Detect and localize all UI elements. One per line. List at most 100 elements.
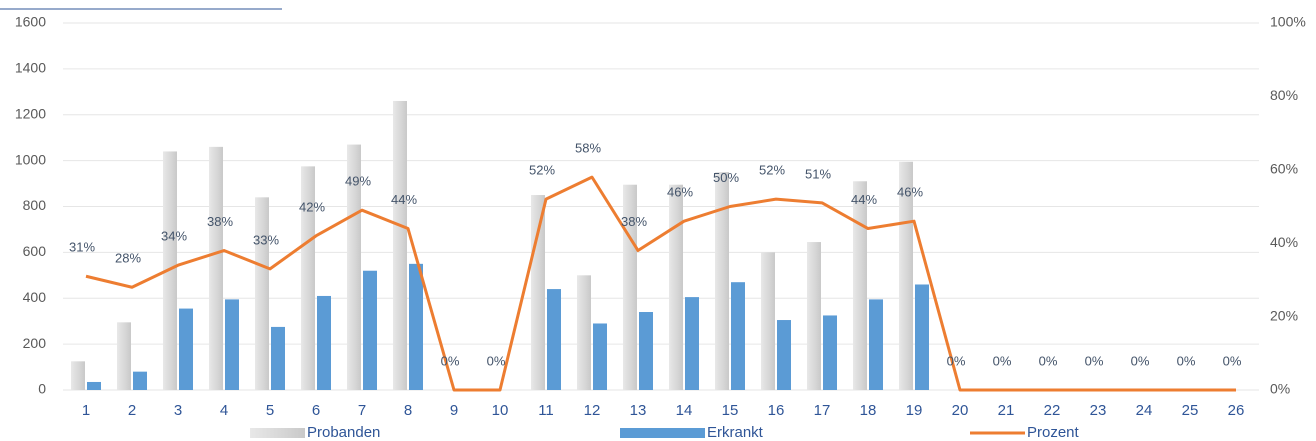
bar [87, 381, 101, 390]
data-label: 0% [441, 353, 460, 368]
bar [317, 295, 331, 390]
bar [899, 161, 913, 390]
x-tick-label: 23 [1090, 402, 1107, 419]
data-label: 0% [1085, 353, 1104, 368]
bar [547, 289, 561, 390]
x-tick-label: 2 [128, 402, 136, 419]
bar [823, 315, 837, 390]
legend-label: Probanden [307, 424, 380, 441]
data-label: 46% [897, 185, 923, 200]
data-label: 46% [667, 185, 693, 200]
bar [623, 184, 637, 390]
bar [531, 195, 545, 390]
x-tick-label: 13 [630, 402, 647, 419]
x-tick-label: 5 [266, 402, 274, 419]
data-label: 0% [1131, 353, 1150, 368]
data-label: 0% [947, 353, 966, 368]
bar [209, 146, 223, 390]
bar [915, 284, 929, 390]
bar [685, 297, 699, 390]
y-tick-label: 1200 [15, 105, 46, 121]
bar [363, 270, 377, 390]
x-tick-label: 8 [404, 402, 412, 419]
y2-tick-label: 100% [1270, 14, 1306, 30]
y2-tick-label: 60% [1270, 161, 1298, 177]
x-tick-label: 9 [450, 402, 458, 419]
data-label: 50% [713, 170, 739, 185]
y-tick-label: 200 [23, 335, 47, 351]
y-tick-label: 400 [23, 289, 47, 305]
bar [715, 172, 729, 390]
data-label: 51% [805, 166, 831, 181]
bar [593, 323, 607, 390]
x-tick-label: 25 [1182, 402, 1199, 419]
bar [669, 184, 683, 390]
x-tick-label: 10 [492, 402, 509, 419]
x-tick-label: 11 [538, 402, 554, 419]
data-label: 0% [1039, 353, 1058, 368]
bar [347, 144, 361, 390]
y2-tick-label: 80% [1270, 87, 1298, 103]
x-tick-label: 7 [358, 402, 366, 419]
data-label: 0% [487, 353, 506, 368]
x-tick-label: 3 [174, 402, 182, 419]
bar [731, 282, 745, 390]
x-tick-label: 4 [220, 402, 228, 419]
data-label: 33% [253, 232, 279, 247]
bar [225, 299, 239, 390]
data-label: 38% [207, 214, 233, 229]
data-label: 42% [299, 199, 325, 214]
y-tick-label: 1400 [15, 60, 46, 76]
y2-tick-label: 0% [1270, 381, 1290, 397]
data-label: 34% [161, 229, 187, 244]
bar [869, 299, 883, 390]
data-label: 49% [345, 174, 371, 189]
x-tick-label: 12 [584, 402, 601, 419]
bar [807, 242, 821, 390]
line [85, 175, 1236, 392]
y-tick-label: 1600 [15, 14, 46, 30]
x-tick-label: 24 [1136, 402, 1153, 419]
legend-swatch [250, 428, 305, 438]
bar [255, 197, 269, 390]
legend-label: Prozent [1027, 424, 1080, 441]
x-tick-label: 26 [1228, 402, 1245, 419]
data-label: 0% [993, 353, 1012, 368]
x-tick-label: 17 [814, 402, 831, 419]
data-label: 58% [575, 141, 601, 156]
bar [117, 322, 131, 390]
bar [577, 275, 591, 390]
data-label: 31% [69, 240, 95, 255]
bar [777, 320, 791, 390]
data-label: 38% [621, 214, 647, 229]
bar [179, 308, 193, 390]
bar [639, 312, 653, 390]
bar [393, 100, 407, 391]
bar [71, 361, 85, 390]
data-label: 28% [115, 251, 141, 266]
y-tick-label: 600 [23, 243, 47, 259]
bar [853, 181, 867, 390]
x-tick-label: 18 [860, 402, 877, 419]
y2-tick-label: 20% [1270, 307, 1298, 323]
bar [301, 166, 315, 390]
x-tick-label: 20 [952, 402, 969, 419]
bar [133, 371, 147, 390]
bar [163, 151, 177, 390]
y-tick-label: 0 [38, 381, 46, 397]
legend-label: Erkrankt [707, 424, 764, 441]
x-tick-label: 22 [1044, 402, 1061, 419]
data-label: 0% [1177, 353, 1196, 368]
data-label: 0% [1223, 353, 1242, 368]
data-label: 44% [851, 192, 877, 207]
y-tick-label: 800 [23, 197, 47, 213]
y-tick-label: 1000 [15, 151, 46, 167]
bar [409, 263, 423, 390]
data-label: 52% [529, 163, 555, 178]
x-tick-label: 14 [676, 402, 693, 419]
x-tick-label: 6 [312, 402, 320, 419]
data-label: 52% [759, 163, 785, 178]
x-tick-label: 16 [768, 402, 785, 419]
bar [271, 326, 285, 390]
